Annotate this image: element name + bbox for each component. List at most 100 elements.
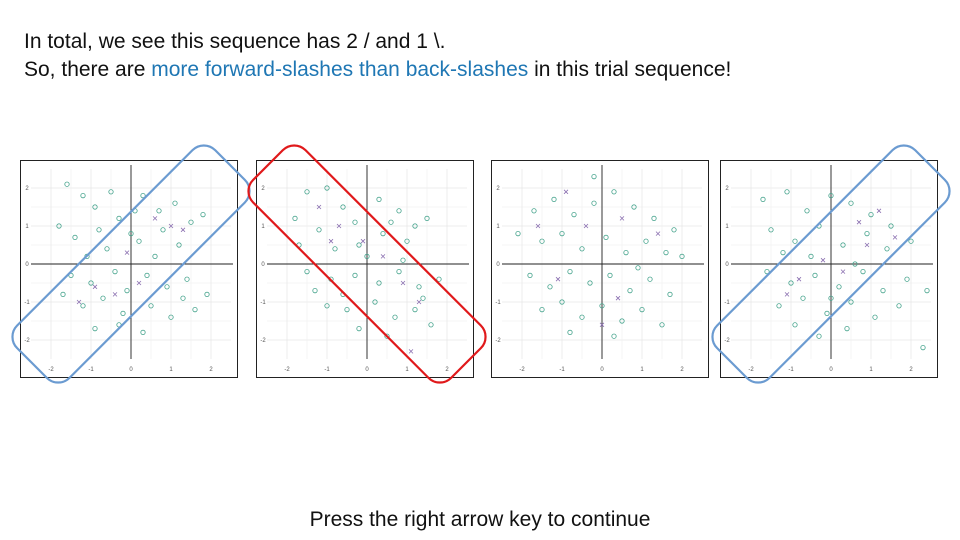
conclusion-highlight: more forward-slashes than back-slashes xyxy=(151,58,529,81)
circle-point xyxy=(416,284,422,290)
cross-point xyxy=(76,299,82,305)
circle-point xyxy=(96,227,102,233)
cross-point xyxy=(336,223,342,229)
circle-point xyxy=(924,288,930,294)
circle-point xyxy=(760,196,766,203)
circle-point xyxy=(788,280,794,286)
circle-point xyxy=(80,303,86,309)
cross-point xyxy=(316,204,322,210)
circle-point xyxy=(623,250,629,256)
circle-point xyxy=(436,276,442,282)
circle-point xyxy=(559,299,565,305)
circle-point xyxy=(148,303,154,309)
cross-point xyxy=(840,269,846,274)
circle-point xyxy=(864,231,870,237)
circle-point xyxy=(324,303,330,309)
circle-point xyxy=(376,196,382,203)
circle-point xyxy=(404,238,410,244)
circle-point xyxy=(663,250,669,256)
x-tick-label: 2 xyxy=(445,367,449,373)
circle-point xyxy=(412,223,418,229)
circle-point xyxy=(667,291,673,297)
continue-instruction: Press the right arrow key to continue xyxy=(309,508,651,531)
x-tick-label: 1 xyxy=(405,367,409,373)
x-tick-label: 2 xyxy=(680,367,684,373)
x-tick-label: -2 xyxy=(748,367,754,373)
circle-point xyxy=(896,303,902,309)
circle-point xyxy=(888,223,894,229)
circle-point xyxy=(116,215,122,222)
x-tick-label: -1 xyxy=(88,367,94,373)
circle-point xyxy=(515,231,521,237)
circle-point xyxy=(579,314,585,320)
circle-point xyxy=(780,250,786,256)
x-tick-label: 2 xyxy=(909,367,913,373)
circle-point xyxy=(619,318,625,324)
circle-point xyxy=(324,185,330,191)
cross-point xyxy=(876,208,882,214)
circle-point xyxy=(292,215,298,222)
y-tick-label: 2 xyxy=(496,186,500,192)
summary-line: In total, we see this sequence has 2 / a… xyxy=(24,30,446,53)
circle-point xyxy=(603,234,609,241)
circle-point xyxy=(380,231,386,237)
y-tick-label: 1 xyxy=(725,224,729,230)
circle-point xyxy=(808,253,814,260)
cross-point xyxy=(655,231,661,236)
circle-point xyxy=(547,284,553,290)
circle-point xyxy=(567,269,573,275)
circle-point xyxy=(176,242,182,248)
circle-point xyxy=(204,291,210,297)
cross-point xyxy=(180,227,186,233)
circle-point xyxy=(872,314,878,320)
circle-point xyxy=(412,307,418,313)
circle-point xyxy=(168,314,174,320)
y-tick-label: 1 xyxy=(25,224,29,230)
circle-point xyxy=(607,272,613,279)
y-tick-label: 0 xyxy=(25,262,29,268)
circle-point xyxy=(631,204,637,210)
circle-point xyxy=(92,204,98,210)
cross-point xyxy=(864,242,870,248)
circle-point xyxy=(812,272,818,279)
circle-point xyxy=(400,257,406,263)
circle-point xyxy=(356,242,362,248)
circle-point xyxy=(424,215,430,222)
circle-point xyxy=(920,345,926,351)
circle-point xyxy=(860,269,866,275)
circle-point xyxy=(60,291,66,297)
circle-point xyxy=(828,192,834,199)
circle-point xyxy=(868,211,874,218)
cross-point xyxy=(360,238,366,244)
circle-point xyxy=(352,219,358,225)
circle-point xyxy=(531,208,537,214)
cross-point xyxy=(563,189,569,195)
circle-point xyxy=(152,253,158,260)
circle-point xyxy=(124,288,130,294)
circle-point xyxy=(904,276,910,282)
x-tick-label: 1 xyxy=(169,367,173,373)
cross-point xyxy=(380,254,386,259)
x-tick-label: 2 xyxy=(209,367,213,373)
circle-point xyxy=(848,299,854,305)
cross-point xyxy=(416,299,422,305)
scatter-panel-3: -2 -1 0 1 2 2 1 0 -1 -2 xyxy=(491,160,709,378)
circle-point xyxy=(120,310,126,316)
circle-point xyxy=(527,272,533,279)
circle-point xyxy=(108,189,114,195)
circle-point xyxy=(659,322,665,328)
y-tick-label: 1 xyxy=(496,224,500,230)
circle-point xyxy=(764,269,770,275)
circle-point xyxy=(332,246,338,252)
y-tick-label: 1 xyxy=(261,224,265,230)
circle-point xyxy=(836,284,842,290)
circle-point xyxy=(172,200,178,206)
cross-point xyxy=(408,349,414,354)
back-slash-box xyxy=(247,144,487,384)
circle-point xyxy=(192,307,198,313)
y-tick-label: -2 xyxy=(24,338,30,344)
circle-point xyxy=(671,227,677,233)
forward-slash-box xyxy=(711,144,951,384)
circle-point xyxy=(376,280,382,286)
circle-point xyxy=(80,192,86,199)
